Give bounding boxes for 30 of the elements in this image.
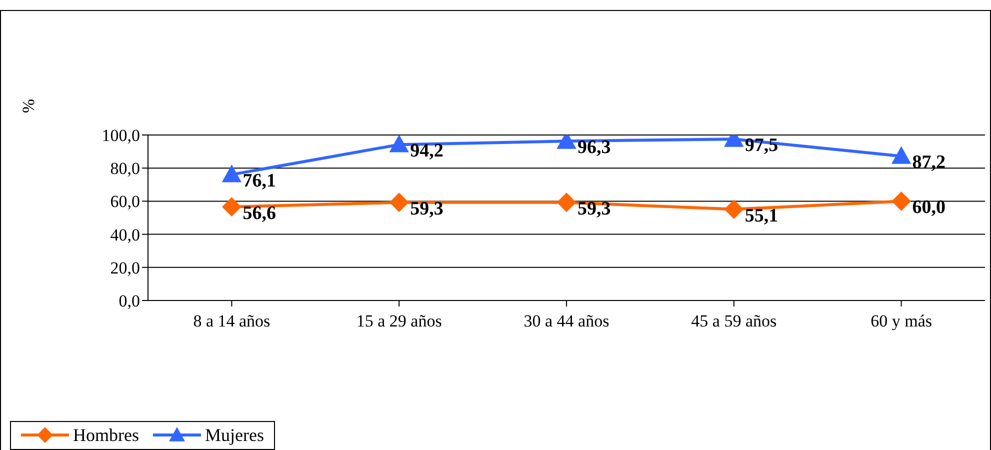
data-label: 96,3 [578, 137, 611, 158]
y-tick-label: 20,0 [110, 258, 140, 278]
data-label: 94,2 [410, 140, 444, 162]
legend-label: Hombres [73, 424, 139, 446]
data-label: 55,1 [744, 205, 778, 226]
data-label: 59,3 [578, 198, 611, 220]
x-tick-label: 60 y más [870, 312, 932, 331]
y-tick-label: 60,0 [110, 192, 140, 212]
point [892, 192, 911, 211]
data-label: 59,3 [410, 198, 444, 220]
legend-label: Mujeres [205, 424, 264, 446]
x-tick-label: 8 a 14 años [193, 312, 270, 331]
y-axis-title: % [19, 98, 40, 114]
point [222, 165, 242, 182]
point [892, 146, 911, 164]
data-label: 60,0 [912, 197, 946, 218]
x-tick-label: 30 a 44 años [524, 312, 610, 331]
point [724, 200, 744, 219]
data-label: 56,6 [242, 202, 276, 224]
y-tick-label: 40,0 [110, 225, 140, 244]
point [222, 197, 242, 216]
y-tick-label: 0,0 [118, 292, 140, 311]
y-tick-label: 100,0 [102, 126, 140, 146]
data-label: 76,1 [242, 170, 276, 192]
point [557, 192, 576, 212]
y-tick-label: 80,0 [110, 159, 140, 178]
x-tick-label: 15 a 29 años [356, 312, 442, 331]
x-tick-label: 45 a 59 años [691, 312, 777, 331]
point [390, 192, 409, 212]
point [390, 135, 409, 152]
